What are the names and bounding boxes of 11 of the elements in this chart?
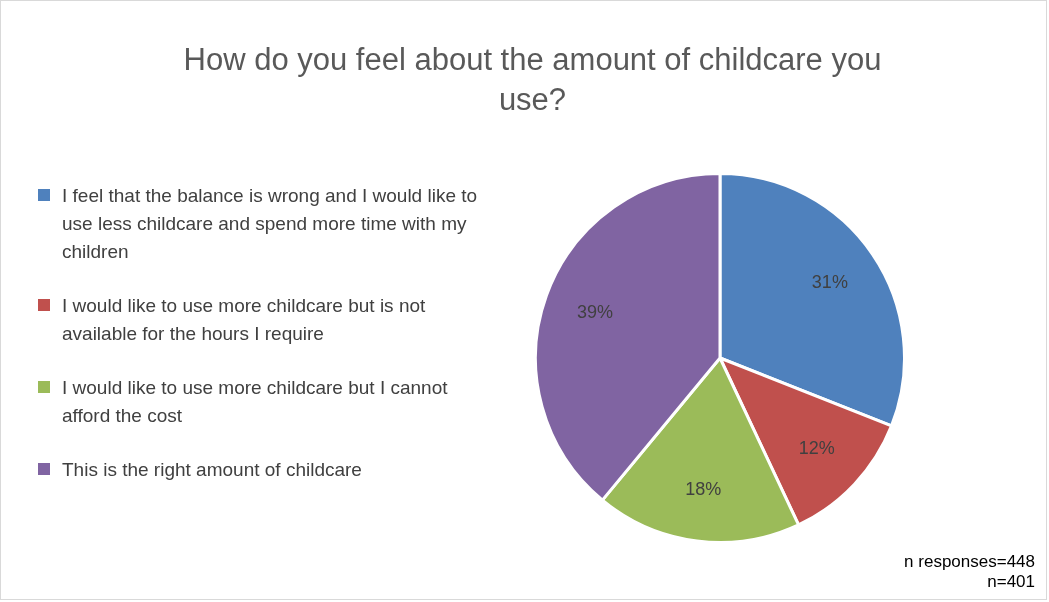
legend-label: This is the right amount of childcare — [62, 459, 362, 480]
data-label: 18% — [685, 478, 722, 499]
data-label: 31% — [811, 272, 848, 293]
text: n=401 — [986, 572, 1035, 592]
legend-label: I would like to use more childcare but is not available for the hours I require — [62, 295, 426, 344]
legend-label: I would like to use more childcare but I cannot afford the cost — [62, 377, 448, 426]
chart-title: How do you feel about the amount of childcare you use? — [182, 41, 883, 119]
text: n responses=448 — [904, 552, 1035, 572]
data-label: 12% — [798, 437, 835, 458]
data-label: 39% — [577, 301, 614, 322]
legend-label: I feel that the balance is wrong and I would like to use less childcare and spend more time with my children — [62, 185, 478, 262]
